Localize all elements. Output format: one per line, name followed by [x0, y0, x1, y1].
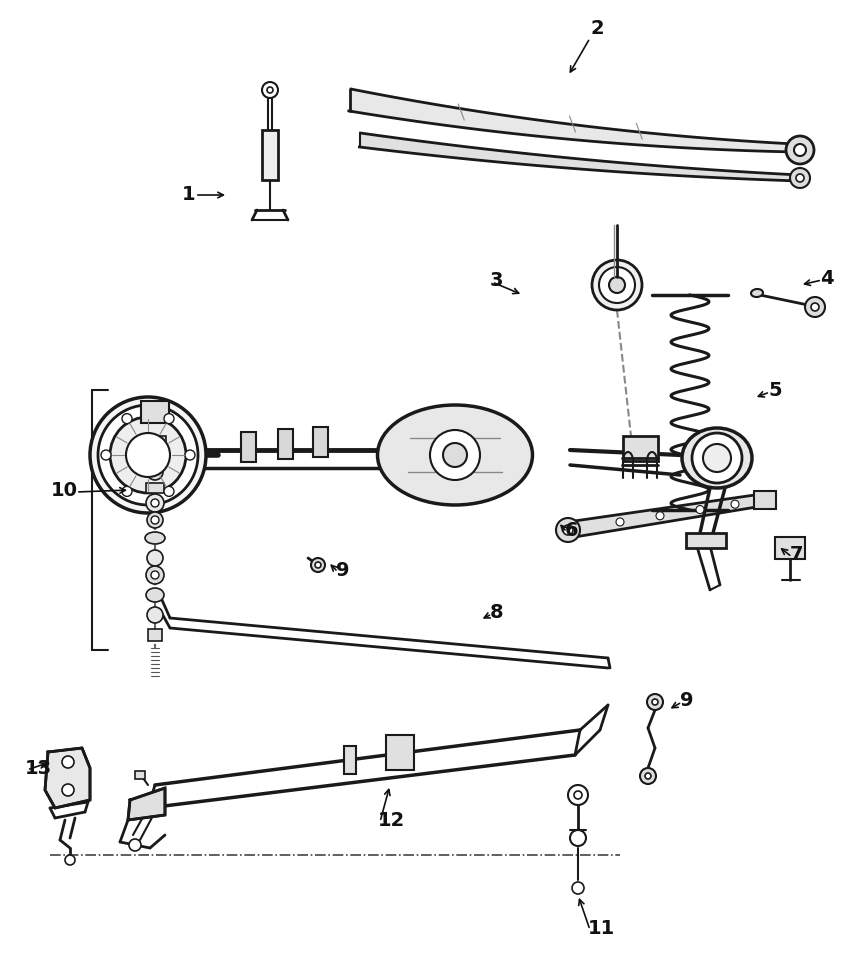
Bar	[141, 401, 169, 423]
Bar	[775, 537, 805, 559]
Circle shape	[645, 773, 651, 779]
Polygon shape	[45, 748, 90, 808]
Ellipse shape	[378, 405, 533, 505]
Circle shape	[147, 550, 163, 566]
Circle shape	[185, 450, 195, 460]
Circle shape	[122, 413, 132, 423]
Circle shape	[656, 512, 664, 520]
Circle shape	[146, 494, 164, 512]
Circle shape	[146, 449, 164, 467]
Circle shape	[101, 450, 111, 460]
Ellipse shape	[146, 588, 164, 602]
Circle shape	[592, 260, 642, 310]
Circle shape	[98, 405, 198, 505]
Text: 9: 9	[680, 690, 693, 710]
Circle shape	[147, 607, 163, 623]
Bar	[312, 427, 328, 457]
Circle shape	[147, 512, 163, 528]
Circle shape	[151, 499, 159, 507]
Circle shape	[652, 699, 658, 705]
Bar	[148, 629, 162, 641]
Polygon shape	[360, 133, 801, 181]
Circle shape	[62, 784, 74, 796]
Text: 12: 12	[378, 810, 405, 830]
Circle shape	[805, 297, 825, 317]
Circle shape	[62, 756, 74, 768]
Bar	[623, 436, 657, 460]
Text: 4: 4	[820, 268, 834, 288]
Circle shape	[129, 839, 141, 851]
Circle shape	[568, 785, 588, 805]
Circle shape	[786, 136, 814, 164]
Circle shape	[731, 500, 739, 508]
Circle shape	[262, 82, 278, 98]
Ellipse shape	[145, 532, 165, 544]
Circle shape	[696, 506, 704, 514]
Circle shape	[146, 566, 164, 584]
Bar	[146, 483, 164, 493]
Circle shape	[90, 397, 206, 513]
Text: 7: 7	[790, 545, 803, 565]
Text: 1: 1	[181, 185, 195, 205]
Text: 2: 2	[590, 19, 604, 37]
Circle shape	[122, 487, 132, 496]
Bar	[754, 491, 776, 509]
Ellipse shape	[751, 289, 763, 297]
Circle shape	[616, 518, 624, 526]
Bar	[686, 532, 726, 548]
Text: 6: 6	[565, 521, 578, 539]
Circle shape	[794, 144, 806, 156]
Bar	[277, 429, 293, 459]
Bar	[144, 436, 166, 448]
Circle shape	[164, 413, 174, 423]
Polygon shape	[567, 494, 763, 538]
Text: 9: 9	[336, 561, 349, 579]
Bar	[344, 746, 356, 774]
Circle shape	[609, 277, 625, 293]
Circle shape	[563, 525, 573, 535]
Circle shape	[443, 443, 467, 467]
Text: 10: 10	[51, 481, 78, 499]
Circle shape	[647, 694, 663, 710]
Polygon shape	[349, 89, 795, 152]
Circle shape	[599, 267, 635, 303]
Circle shape	[572, 882, 584, 894]
Text: 3: 3	[490, 270, 504, 290]
Circle shape	[164, 487, 174, 496]
Circle shape	[430, 430, 480, 480]
Circle shape	[151, 571, 159, 579]
Circle shape	[126, 433, 170, 477]
Bar	[240, 432, 256, 462]
Circle shape	[556, 518, 580, 542]
Circle shape	[147, 464, 163, 480]
Text: 8: 8	[490, 603, 504, 621]
Circle shape	[796, 174, 804, 182]
Circle shape	[703, 444, 731, 472]
Circle shape	[574, 791, 582, 799]
Circle shape	[151, 454, 159, 462]
Circle shape	[790, 168, 810, 188]
Circle shape	[692, 433, 742, 483]
Text: 5: 5	[768, 380, 782, 400]
Text: 11: 11	[588, 918, 615, 938]
Ellipse shape	[682, 428, 752, 488]
Circle shape	[110, 417, 186, 493]
Circle shape	[65, 855, 75, 865]
Circle shape	[311, 558, 325, 572]
Bar	[386, 734, 414, 769]
Circle shape	[151, 516, 159, 524]
Polygon shape	[128, 788, 165, 820]
Text: 13: 13	[25, 759, 52, 777]
Bar	[135, 771, 145, 779]
Circle shape	[315, 562, 321, 568]
Bar	[262, 130, 278, 180]
Circle shape	[570, 830, 586, 846]
Circle shape	[640, 768, 656, 784]
Circle shape	[267, 87, 273, 93]
Circle shape	[811, 303, 819, 311]
